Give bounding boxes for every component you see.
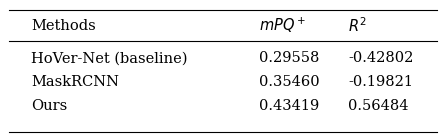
Text: -0.42802: -0.42802 (348, 52, 413, 65)
Text: Methods: Methods (31, 19, 96, 33)
Text: 0.56484: 0.56484 (348, 99, 409, 113)
Text: $R^2$: $R^2$ (348, 16, 367, 35)
Text: MaskRCNN: MaskRCNN (31, 75, 119, 89)
Text: -0.19821: -0.19821 (348, 75, 413, 89)
Text: $mPQ^+$: $mPQ^+$ (259, 16, 306, 35)
Text: 0.35460: 0.35460 (259, 75, 319, 89)
Text: Ours: Ours (31, 99, 67, 113)
Text: 0.29558: 0.29558 (259, 52, 319, 65)
Text: HoVer-Net (baseline): HoVer-Net (baseline) (31, 52, 188, 65)
Text: 0.43419: 0.43419 (259, 99, 319, 113)
